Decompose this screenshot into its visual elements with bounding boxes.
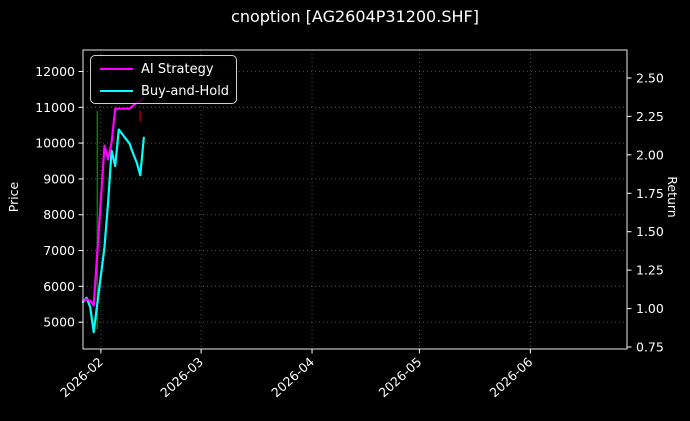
legend: AI Strategy Buy-and-Hold — [90, 55, 237, 104]
svg-text:2026-06: 2026-06 — [487, 354, 536, 400]
ai-strategy-line — [81, 96, 145, 307]
legend-label-ai-strategy: AI Strategy — [141, 61, 214, 77]
svg-text:9000: 9000 — [43, 171, 75, 186]
svg-text:8000: 8000 — [43, 207, 75, 222]
axes-frame — [78, 49, 632, 354]
svg-text:7000: 7000 — [43, 243, 75, 258]
svg-text:2.25: 2.25 — [636, 109, 664, 124]
buy-and-hold-line — [81, 128, 145, 334]
svg-text:1.50: 1.50 — [636, 224, 664, 239]
buy-and-hold-line-swatch — [100, 89, 133, 93]
svg-text:12000: 12000 — [35, 64, 75, 79]
svg-text:11000: 11000 — [35, 100, 75, 115]
svg-text:2026-05: 2026-05 — [376, 354, 425, 400]
svg-text:2026-04: 2026-04 — [268, 354, 317, 400]
chart-title: cnoption [AG2604P31200.SHF] — [231, 7, 479, 26]
price-axis-label: Price — [6, 181, 21, 213]
tick-labels: 5000 6000 7000 8000 9000 10000 11000 12000 0.75 1… — [35, 64, 664, 400]
signal-markers — [96, 110, 142, 330]
svg-text:2026-03: 2026-03 — [157, 354, 206, 400]
series-lines — [81, 96, 145, 334]
legend-item-buy-and-hold: Buy-and-Hold — [91, 80, 236, 102]
svg-text:10000: 10000 — [35, 136, 75, 151]
svg-text:5000: 5000 — [43, 315, 75, 330]
legend-label-buy-and-hold: Buy-and-Hold — [141, 83, 230, 99]
svg-text:2.50: 2.50 — [636, 70, 664, 85]
svg-text:1.00: 1.00 — [636, 301, 664, 316]
ai-strategy-line-swatch — [100, 67, 133, 71]
gridlines — [83, 50, 627, 349]
svg-text:6000: 6000 — [43, 279, 75, 294]
svg-text:0.75: 0.75 — [636, 340, 664, 355]
legend-item-ai-strategy: AI Strategy — [91, 58, 236, 80]
return-axis-label: Return — [665, 176, 680, 218]
svg-text:1.25: 1.25 — [636, 263, 664, 278]
svg-text:1.75: 1.75 — [636, 186, 664, 201]
svg-text:2026-02: 2026-02 — [57, 354, 106, 400]
svg-text:2.00: 2.00 — [636, 147, 664, 162]
